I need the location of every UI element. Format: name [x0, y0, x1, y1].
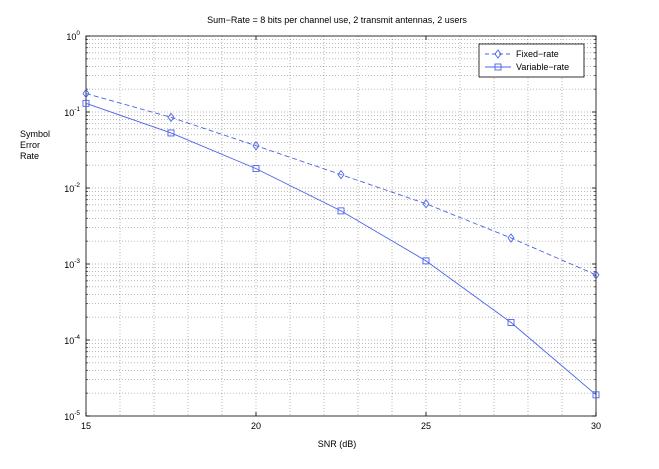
x-tick-label: 15	[81, 421, 91, 431]
y-axis-label-line-3: Rate	[20, 151, 39, 161]
legend-label: Variable−rate	[516, 62, 569, 72]
chart-title: Sum−Rate = 8 bits per channel use, 2 tra…	[207, 15, 467, 25]
data-point	[167, 129, 175, 137]
axes: 15 20 25 30 10-5 10-4 10-3 10-2 10-1 100	[64, 30, 601, 431]
y-tick-label: 10-1	[64, 106, 80, 118]
x-tick-label: 20	[251, 421, 261, 431]
series-fixed-rate	[82, 88, 600, 280]
data-point	[507, 233, 515, 243]
data-point	[252, 140, 260, 151]
y-tick-label: 10-2	[64, 182, 80, 194]
x-tick-label: 25	[421, 421, 431, 431]
y-tick-label: 10-5	[64, 410, 80, 422]
data-point	[82, 99, 90, 107]
data-point	[592, 391, 600, 399]
data-point	[507, 319, 515, 326]
series-line	[85, 102, 597, 396]
grid	[86, 36, 596, 416]
legend-marker	[494, 63, 502, 71]
data-point	[337, 169, 345, 180]
legend-box	[478, 43, 585, 78]
data-point	[167, 112, 175, 123]
series-variable-rate	[82, 99, 600, 399]
y-axis-label-line-1: Symbol	[20, 129, 50, 139]
y-tick-label: 10-3	[64, 258, 80, 270]
y-tick-label: 100	[66, 30, 80, 42]
x-axis-label: SNR (dB)	[318, 439, 357, 449]
y-axis-label-line-2: Error	[20, 140, 40, 150]
legend-marker	[494, 49, 502, 59]
legend: Fixed−rate Variable−rate	[478, 43, 585, 78]
data-point	[422, 199, 430, 209]
x-tick-label: 30	[591, 421, 601, 431]
data-point	[82, 88, 90, 99]
data-point	[252, 165, 260, 173]
data-point	[337, 207, 345, 215]
legend-label: Fixed−rate	[516, 49, 559, 59]
data-point	[422, 257, 430, 265]
y-tick-label: 10-4	[64, 334, 80, 346]
plot-frame	[85, 35, 597, 417]
data-point	[592, 270, 600, 280]
series-layer	[82, 88, 600, 399]
series-line	[85, 93, 597, 276]
